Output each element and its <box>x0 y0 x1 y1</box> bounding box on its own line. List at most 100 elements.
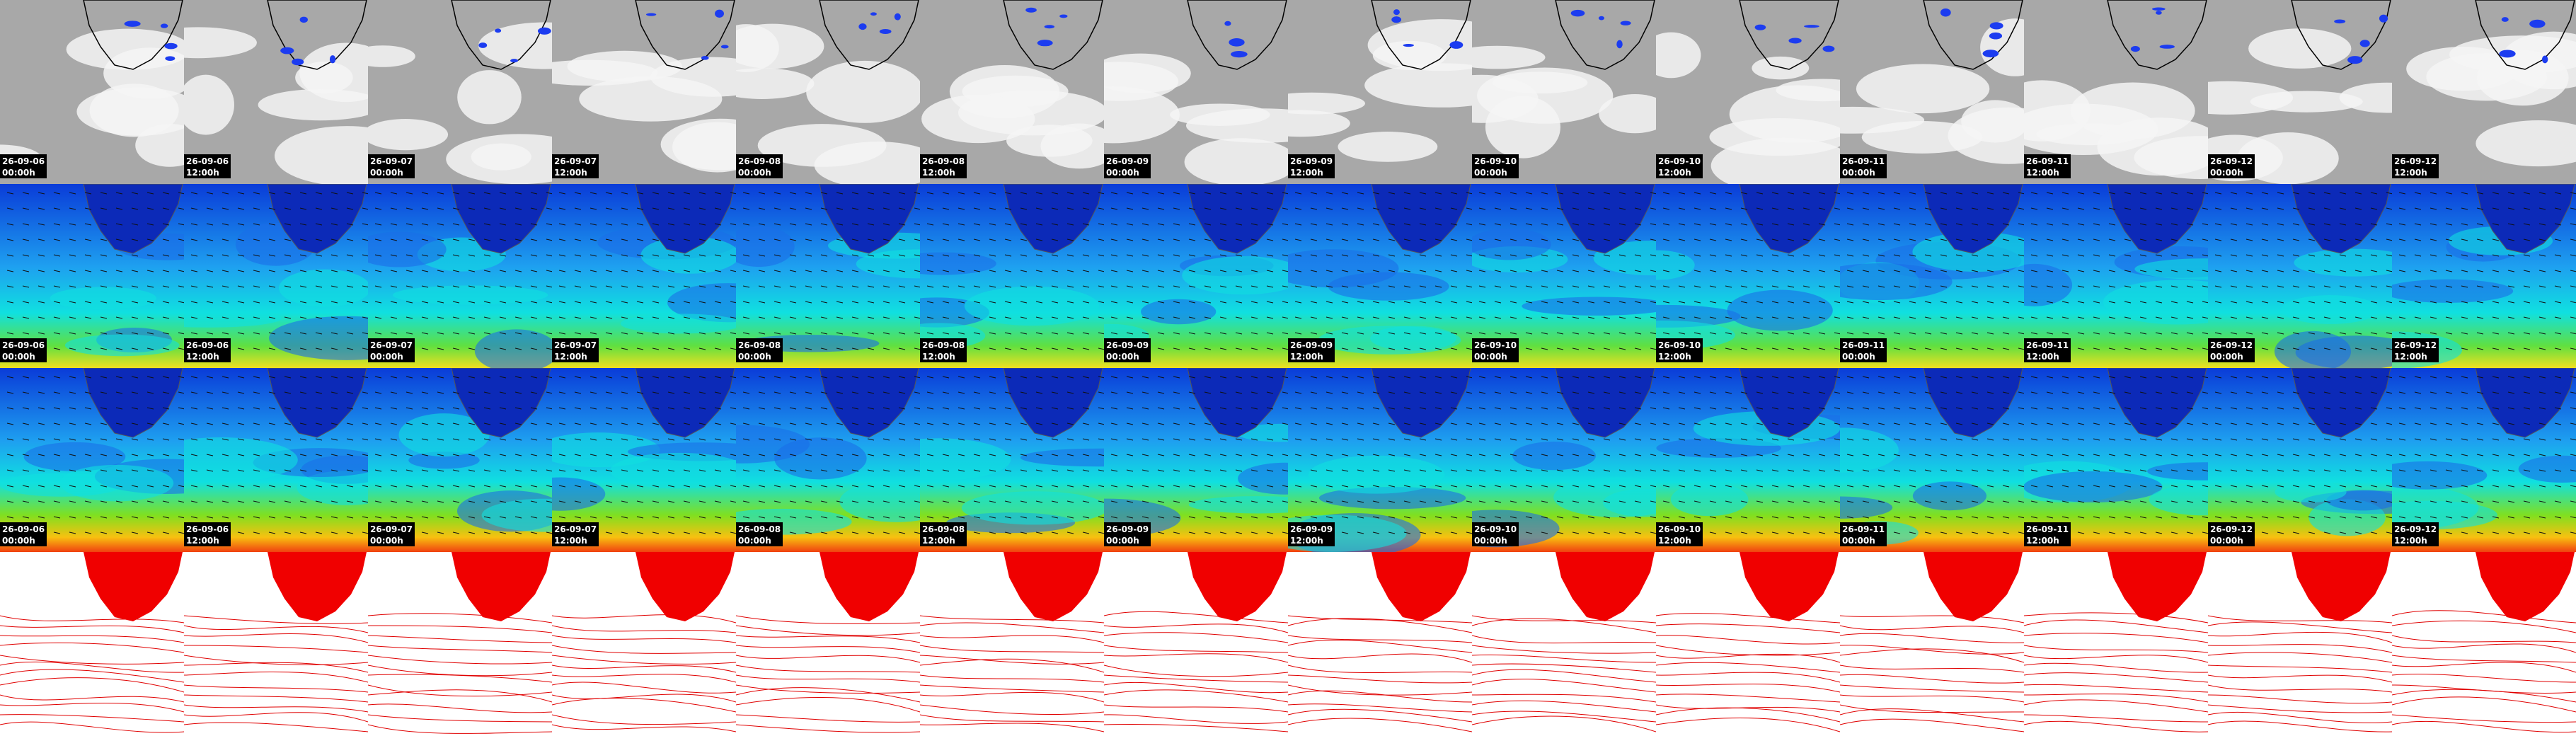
wind-arrow <box>1862 516 1870 519</box>
wind-arrow <box>590 438 597 441</box>
wind-arrow <box>2170 516 2178 519</box>
isobar <box>1656 684 1840 693</box>
wind-arrow <box>178 316 184 319</box>
wind-arrow <box>6 332 14 335</box>
time-label: 12:00h <box>922 168 955 178</box>
wind-arrow <box>1310 485 1318 488</box>
wind-arrow <box>1924 500 1932 503</box>
wind-arrow <box>1004 485 1012 488</box>
wind-arrow <box>1694 407 1701 410</box>
wind-arrow <box>499 347 507 350</box>
wind-arrow <box>820 285 828 288</box>
wind-arrow <box>406 376 413 379</box>
wind-arrow <box>53 407 61 410</box>
wind-arrow <box>714 223 722 226</box>
wind-arrow <box>590 285 597 288</box>
wind-arrow <box>146 316 154 319</box>
wind-arrow <box>730 516 736 519</box>
wind-arrow <box>2261 347 2269 350</box>
wind-arrow <box>1466 531 1472 534</box>
wind-arrow <box>730 422 736 425</box>
wind-arrow <box>1282 500 1288 503</box>
wind-arrow <box>6 207 14 210</box>
wind-arrow <box>989 391 996 394</box>
wind-arrow <box>2108 285 2116 288</box>
wind-arrow <box>1126 270 1134 272</box>
wind-arrow <box>1756 207 1764 210</box>
wind-arrow <box>574 332 582 335</box>
wind-arrow <box>421 422 429 425</box>
wind-arrow <box>315 238 323 241</box>
isobar <box>2208 665 2392 673</box>
wind-arrow <box>652 422 660 425</box>
wind-arrow <box>2323 500 2331 503</box>
wind-arrow <box>1110 391 1118 394</box>
wind-arrow <box>53 347 61 350</box>
wind-arrow <box>222 254 229 257</box>
wind-arrow <box>926 285 934 288</box>
land <box>451 184 551 254</box>
wind-arrow <box>667 422 675 425</box>
wind-arrow <box>1157 285 1165 288</box>
isobar <box>1104 653 1288 663</box>
time-label: 12:00h <box>554 168 587 178</box>
wind-arrow <box>1466 469 1472 472</box>
wind-arrow <box>315 285 323 288</box>
wind-arrow <box>1219 531 1227 534</box>
label-bg <box>368 154 415 178</box>
wind-arrow <box>558 254 566 257</box>
wind-arrow <box>1419 316 1427 319</box>
wind-arrow <box>1541 531 1548 534</box>
wind-arrow <box>499 223 507 226</box>
rain <box>1754 24 1766 30</box>
wind-arrow <box>1066 485 1074 488</box>
wind-arrow <box>1924 485 1932 488</box>
wind-arrow <box>1587 192 1595 195</box>
wind-arrow <box>774 332 781 335</box>
wind-arrow <box>2292 207 2300 210</box>
rain <box>1788 38 1802 44</box>
isobar <box>2208 704 2392 713</box>
label-bg <box>1104 154 1151 178</box>
wind-arrow <box>346 376 354 379</box>
wind-arrow <box>1725 376 1732 379</box>
wind-arrow <box>1587 407 1595 410</box>
wind-arrow <box>1310 223 1318 226</box>
wind-arrow <box>1986 332 1994 335</box>
date-label: 26-09-10 <box>1658 340 1701 350</box>
wind-arrow <box>1235 391 1243 394</box>
wind-arrow <box>2261 223 2269 226</box>
wind-arrow <box>514 531 522 534</box>
wind-arrow <box>2077 223 2085 226</box>
wind-arrow <box>22 270 30 272</box>
wind-arrow <box>1634 500 1642 503</box>
wind-arrow <box>2186 254 2194 257</box>
wind-arrow <box>1510 316 1517 319</box>
wind-arrow <box>1541 454 1548 456</box>
wind-arrow <box>1650 270 1656 272</box>
wind-band <box>1328 272 1449 301</box>
wind-arrow <box>1219 485 1227 488</box>
date-label: 26-09-10 <box>1658 156 1701 166</box>
wind-arrow <box>406 254 413 257</box>
label-bg <box>1656 338 1703 362</box>
wind-arrow <box>898 332 906 335</box>
wind-arrow <box>882 192 890 195</box>
wind-arrow <box>1924 285 1932 288</box>
wind-arrow <box>437 469 444 472</box>
wind-arrow <box>2308 207 2316 210</box>
wind-arrow <box>2523 207 2531 210</box>
wind-arrow <box>789 270 797 272</box>
wind-arrow <box>2108 223 2116 226</box>
wind-arrow <box>1662 270 1670 272</box>
wind-arrow <box>1771 223 1779 226</box>
label-bg <box>736 154 783 178</box>
wind-arrow <box>2046 285 2054 288</box>
wind-arrow <box>621 516 628 519</box>
wind-arrow <box>1618 407 1626 410</box>
wind-arrow <box>2308 285 2316 288</box>
wind-arrow <box>898 270 906 272</box>
wind-arrow <box>468 422 476 425</box>
wind-arrow <box>1650 223 1656 226</box>
wind-arrow <box>914 376 920 379</box>
